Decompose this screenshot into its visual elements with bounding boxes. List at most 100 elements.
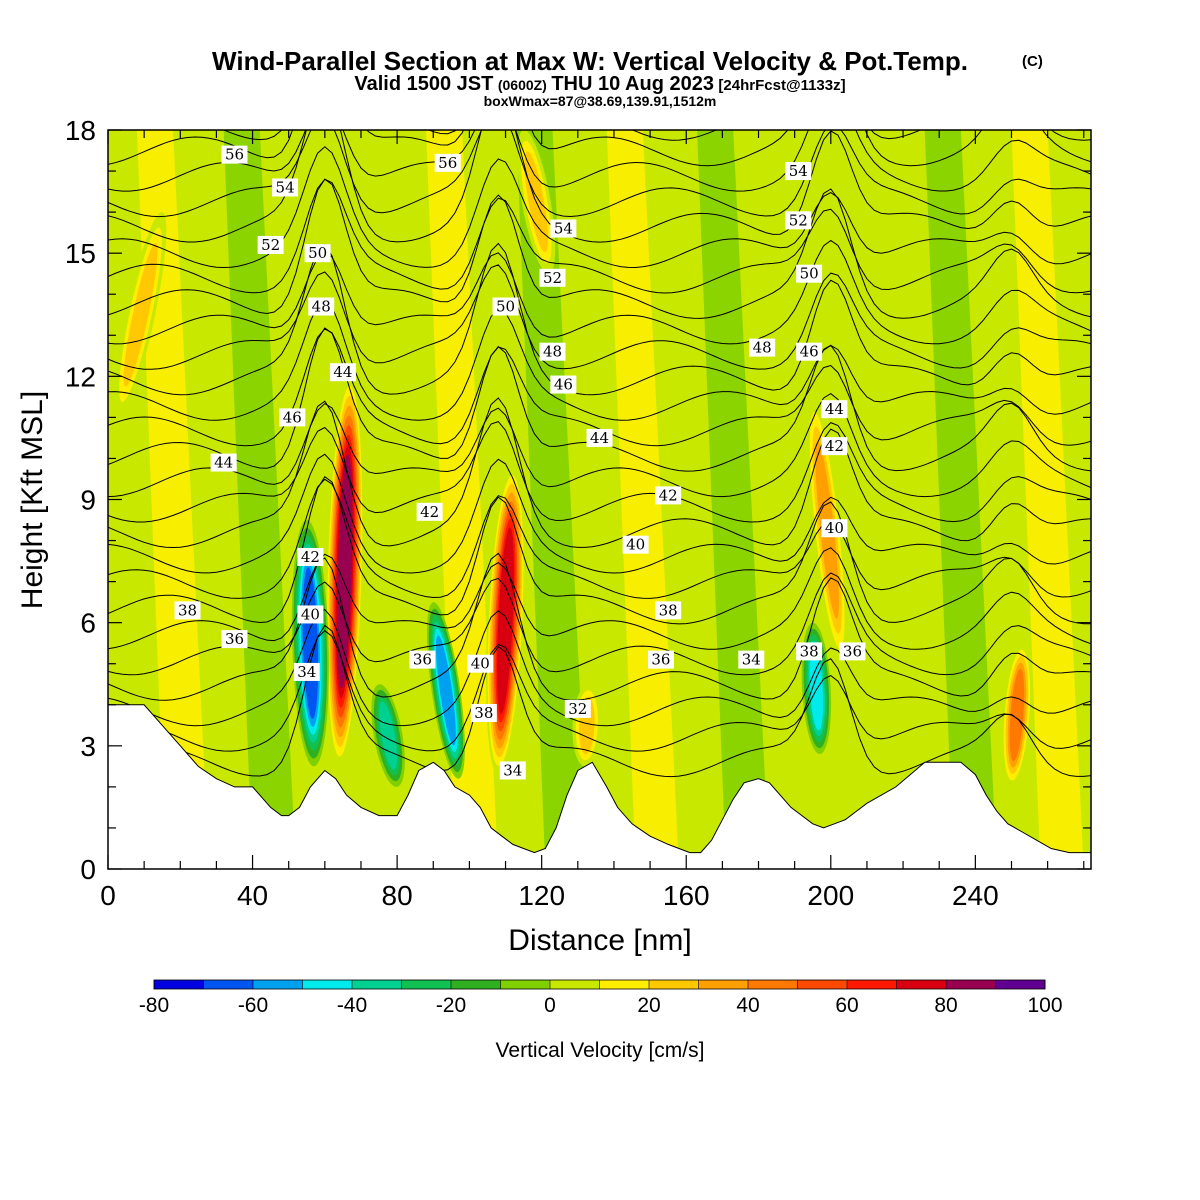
theta-label-text: 48 bbox=[753, 339, 772, 357]
w-band bbox=[924, 130, 998, 869]
colorbar-tick-label: 80 bbox=[934, 994, 957, 1017]
theta-label: 50 bbox=[492, 297, 519, 316]
theta-label: 38 bbox=[796, 642, 823, 661]
x-tick-label: 120 bbox=[518, 880, 565, 911]
colorbar-tick-labels: -80 -60 -40 -20 0 20 40 60 80 100 bbox=[139, 994, 1063, 1017]
w-feature-level bbox=[336, 454, 353, 689]
colorbar-segment bbox=[896, 980, 947, 989]
theta-label: 42 bbox=[821, 437, 848, 456]
x-tick-label: 40 bbox=[237, 880, 268, 911]
axis-ticks bbox=[107, 129, 1091, 870]
colorbar-segment bbox=[698, 980, 749, 989]
theta-contour-line bbox=[108, 130, 1091, 167]
theta-label: 44 bbox=[329, 363, 356, 382]
theta-label-text: 42 bbox=[825, 437, 844, 455]
theta-label-text: 36 bbox=[651, 651, 670, 669]
theta-label-text: 54 bbox=[276, 178, 295, 196]
theta-label-text: 46 bbox=[283, 408, 302, 426]
colorbar-tick-label: -20 bbox=[436, 994, 466, 1017]
theta-label-text: 52 bbox=[543, 269, 562, 287]
theta-label-text: 36 bbox=[843, 642, 862, 660]
theta-label: 40 bbox=[297, 605, 324, 624]
colorbar-label: Vertical Velocity [cm/s] bbox=[496, 1039, 705, 1062]
theta-contour-line bbox=[222, 130, 1091, 141]
colorbar-tick-label: 0 bbox=[544, 994, 556, 1017]
theta-label-text: 38 bbox=[178, 601, 197, 619]
colorbar-tick-label: 60 bbox=[835, 994, 858, 1017]
w-band bbox=[335, 130, 408, 869]
theta-label: 54 bbox=[550, 219, 577, 238]
theta-contour-line bbox=[108, 130, 1091, 192]
theta-label-text: 50 bbox=[800, 265, 819, 283]
theta-contour-line bbox=[108, 397, 1091, 549]
y-axis-label: Height [Kft MSL] bbox=[16, 391, 49, 609]
w-band bbox=[697, 130, 770, 869]
w-feature-level bbox=[123, 242, 158, 387]
theta-contour-line bbox=[108, 608, 1091, 727]
colorbar-tick-label: -40 bbox=[337, 994, 367, 1017]
theta-contour-line bbox=[108, 242, 1091, 396]
theta-label: 38 bbox=[470, 703, 497, 722]
theta-label-text: 42 bbox=[420, 503, 439, 521]
theta-contour-line bbox=[108, 552, 1091, 701]
colorbar-segment bbox=[995, 980, 1046, 989]
theta-label: 44 bbox=[586, 428, 613, 447]
theta-contour-line bbox=[108, 178, 1091, 294]
w-feature-level bbox=[1009, 669, 1025, 762]
x-tick-label: 0 bbox=[100, 880, 116, 911]
x-tick-labels: 0 40 80 120 160 200 240 bbox=[100, 880, 999, 911]
x-tick-label: 80 bbox=[382, 880, 413, 911]
theta-contour-line bbox=[108, 421, 1091, 523]
theta-label: 56 bbox=[221, 145, 248, 164]
theta-label-text: 44 bbox=[590, 429, 609, 447]
theta-label: 36 bbox=[221, 630, 248, 649]
theta-label: 46 bbox=[279, 408, 306, 427]
theta-label-text: 46 bbox=[554, 376, 573, 394]
y-tick-label: 0 bbox=[80, 854, 96, 885]
theta-label: 56 bbox=[434, 153, 461, 172]
theta-label-text: 38 bbox=[474, 704, 493, 722]
w-band bbox=[516, 130, 589, 869]
theta-contour-line bbox=[108, 475, 1091, 625]
theta-label-text: 48 bbox=[543, 343, 562, 361]
theta-contours bbox=[108, 130, 1091, 778]
theta-label-text: 34 bbox=[742, 651, 761, 669]
theta-label-text: 48 bbox=[312, 298, 331, 316]
colorbar-tick-label: 20 bbox=[637, 994, 660, 1017]
w-feature-level bbox=[435, 635, 456, 746]
theta-label-text: 32 bbox=[568, 700, 587, 718]
colorbar-segment bbox=[946, 980, 996, 989]
theta-label-text: 56 bbox=[438, 154, 457, 172]
colorbar-tick-label: -60 bbox=[238, 994, 268, 1017]
w-band bbox=[426, 130, 499, 869]
colorbar-segment bbox=[253, 980, 303, 989]
theta-contour-line bbox=[108, 130, 1091, 243]
theta-label: 36 bbox=[647, 650, 674, 669]
theta-label: 42 bbox=[416, 503, 443, 521]
y-tick-labels: 0 3 6 9 12 15 18 bbox=[65, 115, 96, 885]
y-tick-label: 12 bbox=[65, 361, 96, 392]
colorbar-segment bbox=[352, 980, 402, 989]
colorbar-tick-label: -80 bbox=[139, 994, 169, 1017]
theta-label-text: 40 bbox=[626, 536, 645, 554]
theta-contour-line bbox=[108, 299, 1091, 421]
theta-label-text: 34 bbox=[503, 761, 522, 779]
y-tick-label: 9 bbox=[80, 485, 96, 516]
w-band bbox=[1011, 130, 1084, 869]
theta-label: 42 bbox=[297, 547, 324, 566]
theta-label-text: 52 bbox=[261, 236, 280, 254]
chart-title: Wind-Parallel Section at Max W: Vertical… bbox=[212, 46, 968, 76]
theta-label: 54 bbox=[272, 178, 299, 197]
w-feature bbox=[426, 602, 465, 779]
theta-label: 34 bbox=[293, 662, 320, 681]
theta-label: 40 bbox=[821, 519, 848, 538]
theta-label: 32 bbox=[564, 699, 591, 718]
theta-label-text: 36 bbox=[413, 651, 432, 669]
colorbar-segment bbox=[649, 980, 699, 989]
theta-contour-line bbox=[108, 239, 1091, 345]
y-tick-label: 3 bbox=[80, 731, 96, 762]
theta-label: 36 bbox=[839, 642, 866, 661]
terrain bbox=[108, 704, 1091, 869]
theta-label-text: 44 bbox=[333, 363, 352, 381]
